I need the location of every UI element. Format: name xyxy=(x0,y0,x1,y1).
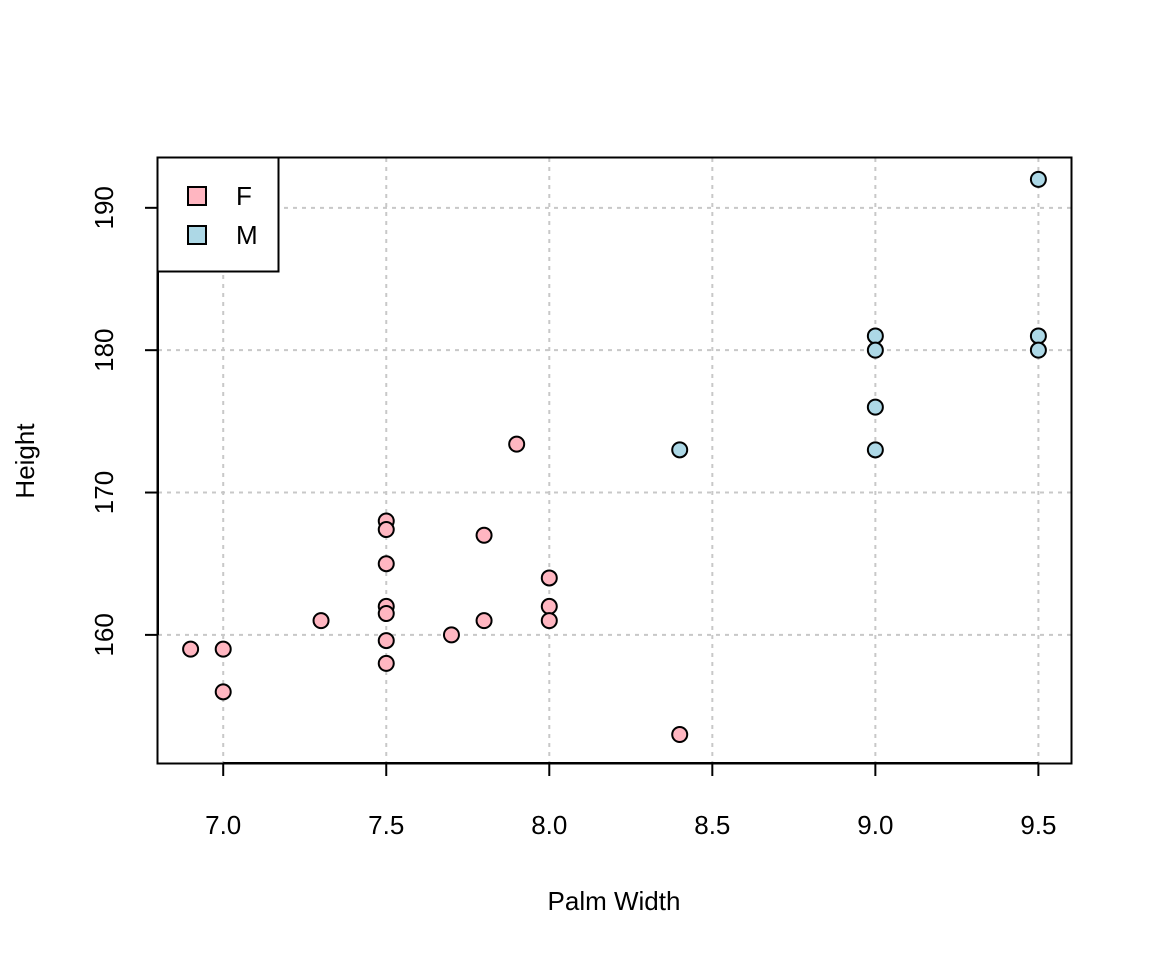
data-point-M xyxy=(866,341,884,359)
legend-swatch-M xyxy=(187,225,207,245)
x-tick-label: 7.0 xyxy=(205,810,241,840)
x-tick-label: 8.0 xyxy=(531,810,567,840)
y-tick-label: 170 xyxy=(89,471,119,514)
data-point-F xyxy=(377,605,395,623)
data-point-F xyxy=(312,612,330,630)
data-point-M xyxy=(1029,327,1047,345)
grid-lines xyxy=(158,158,1071,763)
data-point-M xyxy=(671,441,689,459)
legend: FM xyxy=(156,156,280,273)
y-tick-label: 180 xyxy=(89,328,119,371)
legend-box xyxy=(156,156,280,273)
y-axis: 160 170 180 190 xyxy=(89,186,159,657)
data-point-F xyxy=(540,597,558,615)
data-point-F xyxy=(377,654,395,672)
x-tick-label: 9.0 xyxy=(857,810,893,840)
data-point-M xyxy=(866,398,884,416)
legend-label-F: F xyxy=(236,181,252,211)
data-point-M xyxy=(1029,170,1047,188)
y-tick-label: 160 xyxy=(89,613,119,656)
data-point-F xyxy=(475,612,493,630)
data-point-F xyxy=(377,521,395,539)
y-tick-label: 190 xyxy=(89,186,119,229)
data-point-F xyxy=(508,435,526,453)
data-point-F xyxy=(442,626,460,644)
legend-label-M: M xyxy=(236,220,258,250)
data-point-F xyxy=(377,555,395,573)
x-tick-label: 9.5 xyxy=(1020,810,1056,840)
data-point-M xyxy=(866,441,884,459)
data-point-M xyxy=(1029,341,1047,359)
x-axis-title: Palm Width xyxy=(548,886,681,916)
data-points xyxy=(182,170,1047,744)
data-point-F xyxy=(475,526,493,544)
legend-swatch-F xyxy=(187,186,207,206)
data-point-F xyxy=(540,569,558,587)
x-tick-label: 8.5 xyxy=(694,810,730,840)
plot-frame xyxy=(156,156,1073,765)
x-tick-label: 7.5 xyxy=(368,810,404,840)
data-point-F xyxy=(671,726,689,744)
data-point-F xyxy=(377,632,395,650)
data-point-F xyxy=(214,683,232,701)
y-axis-title: Height xyxy=(10,423,40,499)
data-point-F xyxy=(540,612,558,630)
data-point-F xyxy=(182,640,200,658)
data-point-F xyxy=(214,640,232,658)
x-axis: 7.0 7.5 8.0 8.5 9.0 9.5 xyxy=(205,762,1056,840)
data-point-M xyxy=(866,327,884,345)
